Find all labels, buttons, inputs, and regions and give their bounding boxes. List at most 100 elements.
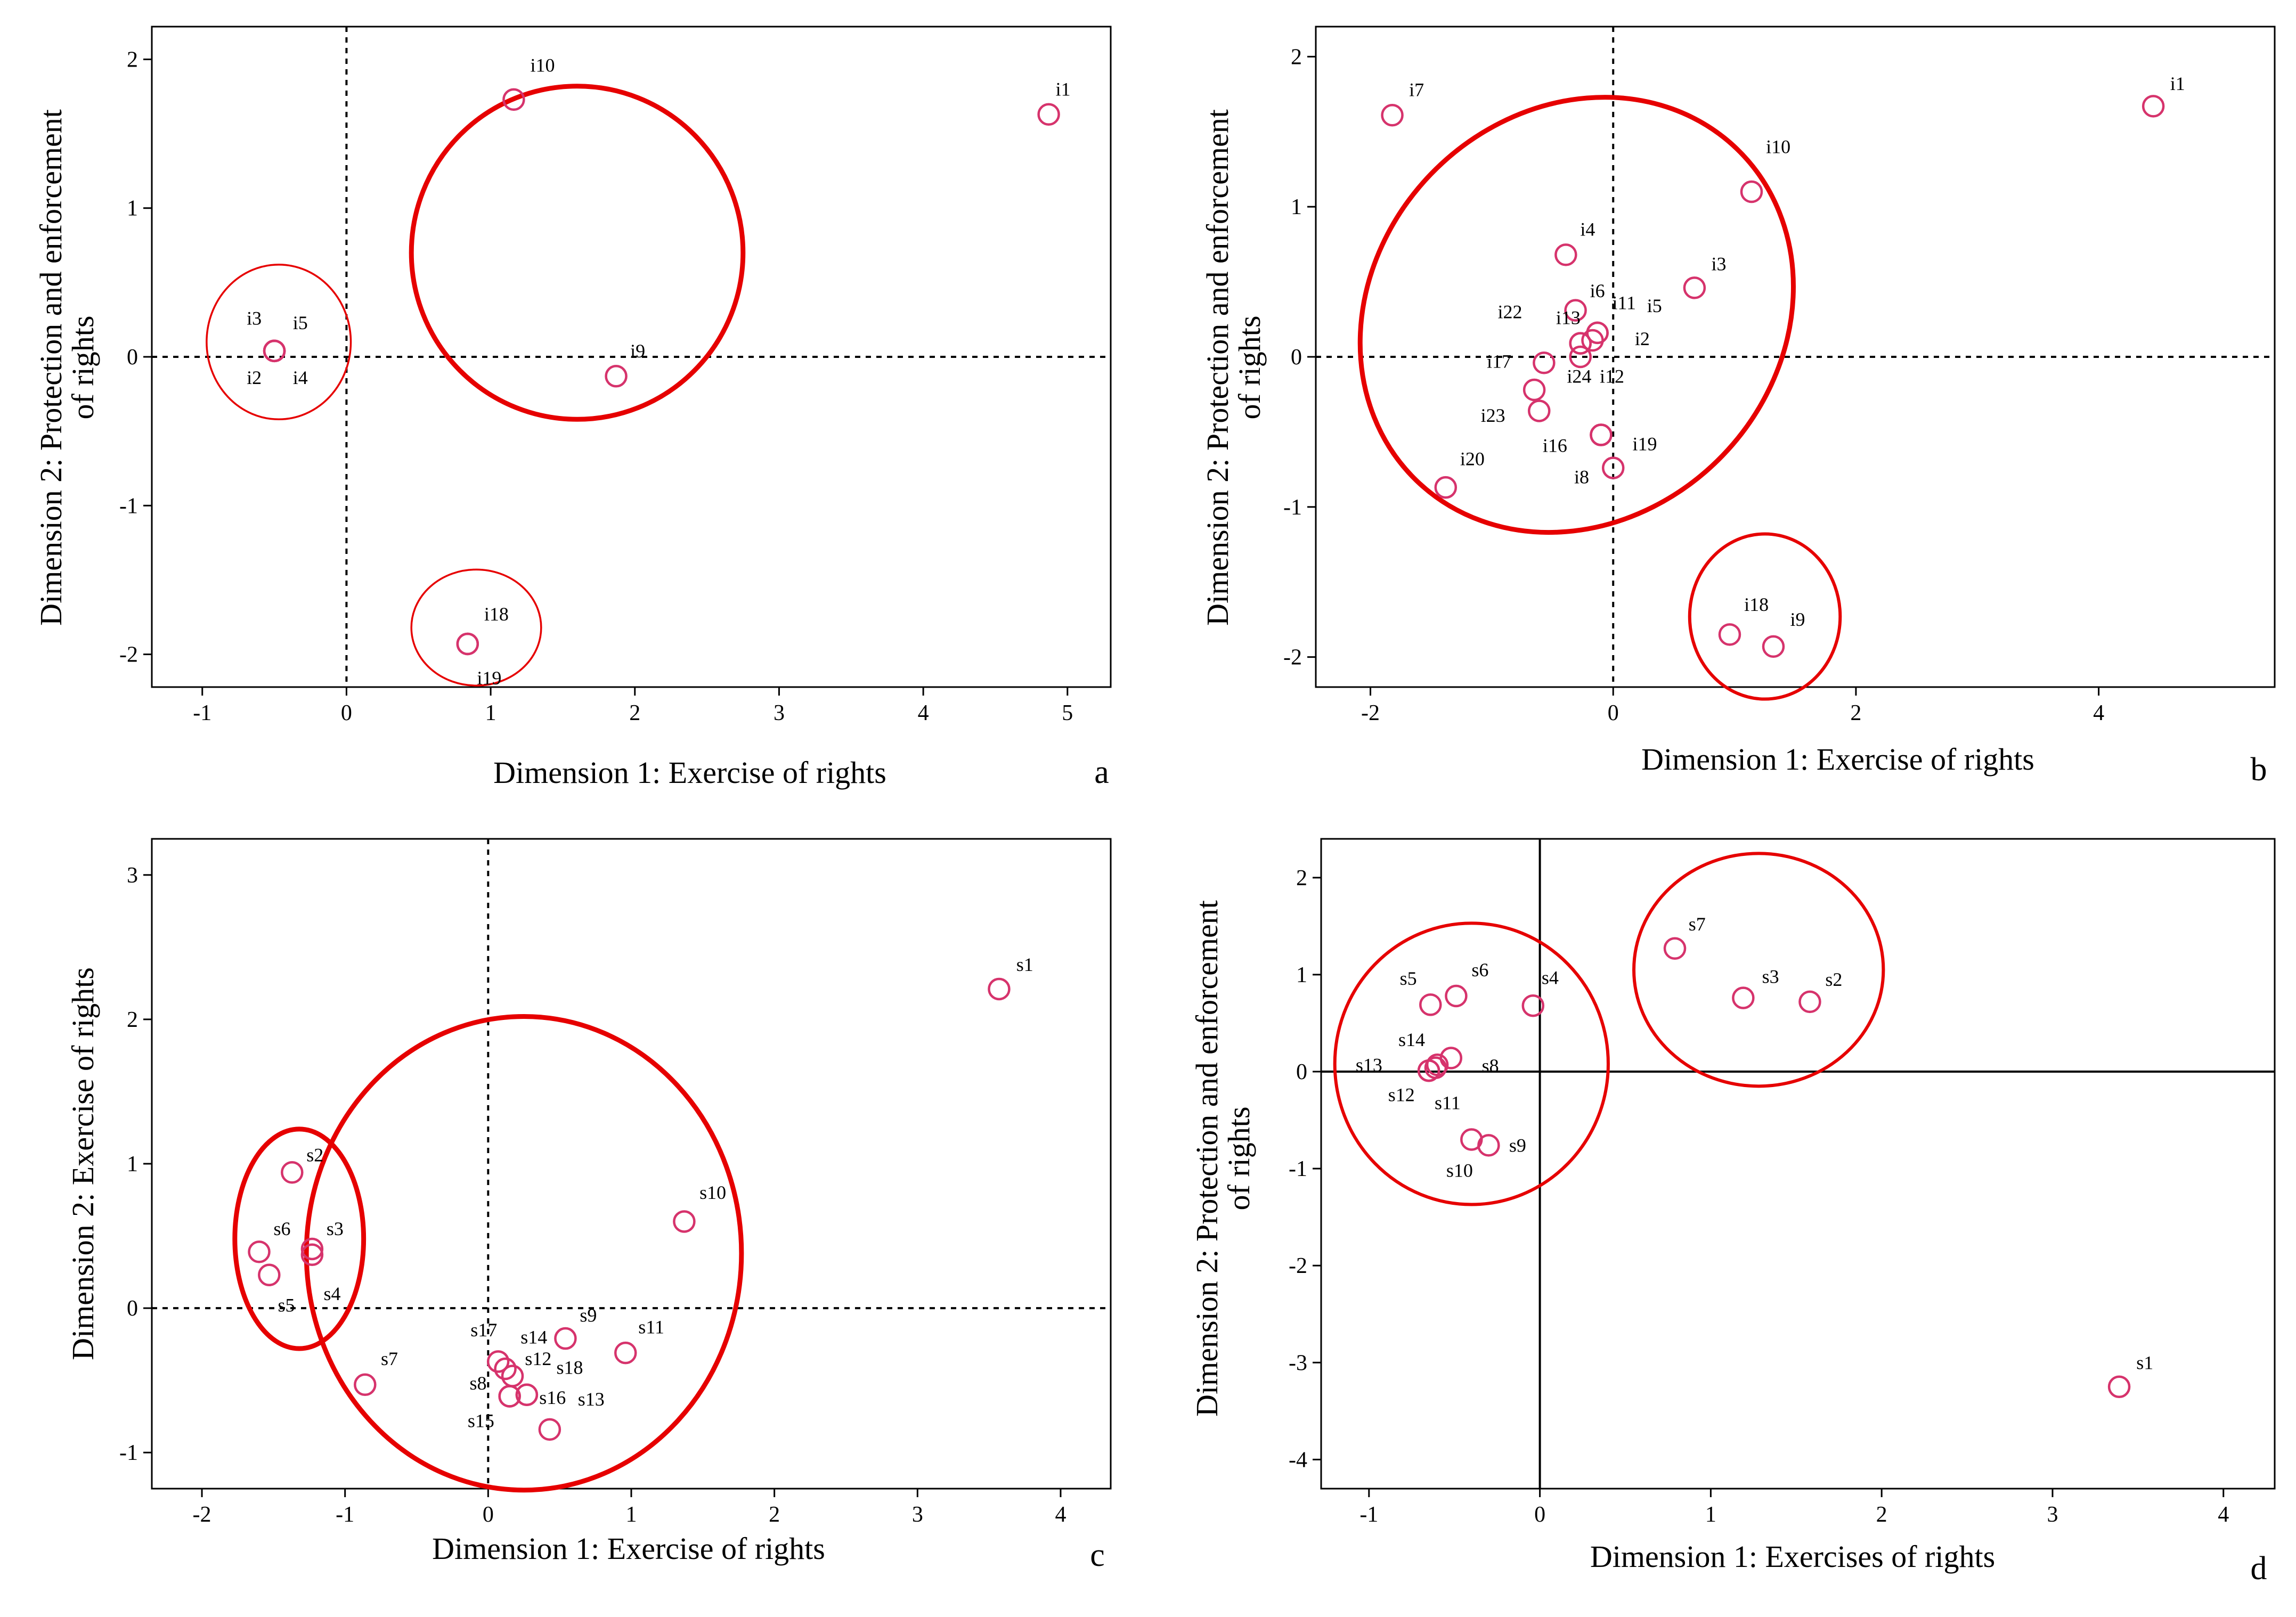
y-tick-label: -3 [1289,1351,1307,1375]
cluster-ellipse [1688,532,1842,701]
y-axis-title: of rights [66,316,100,420]
cluster-ellipse [409,84,746,422]
point-label: s8 [470,1373,487,1394]
point-label: i16 [1543,435,1567,456]
x-tick-label: 4 [2218,1502,2229,1527]
point-label: s14 [520,1326,547,1348]
data-point [1762,635,1785,658]
data-point [456,632,479,656]
data-point [486,1350,510,1373]
y-tick-label: 0 [127,1296,138,1321]
cluster-ellipse [304,1014,744,1493]
x-tick-label: 2 [1850,701,1861,725]
data-point [1718,623,1741,646]
y-tick-label: 2 [1291,45,1302,69]
y-tick-label: -2 [119,643,138,667]
data-point [1554,243,1577,266]
y-tick-label: -2 [1283,646,1302,670]
point-label: s16 [539,1387,566,1408]
y-tick-label: -1 [1289,1157,1307,1181]
point-label: i20 [1460,448,1485,470]
y-tick-label: 1 [127,1152,138,1177]
point-label: s15 [468,1410,494,1432]
x-tick-label: 2 [769,1502,780,1527]
x-tick-label: 0 [1608,701,1619,725]
point-label: i19 [477,667,501,689]
x-tick-label: 3 [774,701,785,725]
data-point [1522,378,1546,402]
cluster-ellipse [1333,921,1610,1206]
data-point [1533,352,1556,374]
data-point [554,1327,577,1350]
x-tick-label: 5 [1062,701,1073,725]
y-tick-label: 2 [127,47,138,72]
point-label: i17 [1487,350,1511,372]
data-point [1732,986,1755,1009]
point-label: i5 [1647,295,1662,316]
point-label: s14 [1398,1029,1425,1050]
y-tick-label: 0 [1296,1060,1307,1084]
x-axis-title: Dimension 1: Exercise of rights [493,755,886,790]
point-label: s10 [699,1182,726,1203]
panel-a: -1 0 1 2 3 4 5 -2 -1 0 1 2 Dimension 1: Exercise of … [34,26,1112,790]
point-label: i10 [531,55,555,76]
data-point [1381,104,1404,127]
data-point [248,1240,271,1263]
y-tick-label: -1 [119,494,138,518]
x-tick-label: 0 [1534,1502,1545,1527]
cluster-ellipse [206,264,352,421]
x-tick-label: 4 [918,701,929,725]
x-tick-label: 0 [341,701,352,725]
y-tick-label: 2 [127,1008,138,1032]
x-tick-label: 2 [629,701,640,725]
point-label: s11 [1435,1092,1461,1113]
point-label: s4 [1542,967,1559,988]
point-label: s12 [525,1348,551,1369]
panel-letter: d [2251,1550,2267,1587]
point-label: s4 [323,1283,340,1304]
data-point [300,1237,324,1261]
point-label: i6 [1590,280,1605,301]
x-tick-label: -1 [336,1502,354,1527]
point-label: i18 [1744,594,1769,615]
point-label: s2 [1825,969,1842,990]
point-label: i9 [630,340,645,362]
data-point [605,365,628,388]
x-tick-label: 4 [2093,701,2104,725]
panel-c: -2 -1 0 1 2 3 4 -1 0 1 2 3 Dimension 1: Exercise of … [66,838,1112,1573]
point-label: i19 [1632,433,1657,454]
y-axis-title: Dimension 2: Protection and enforcement [1190,900,1224,1417]
y-tick-label: -1 [119,1441,138,1465]
point-label: s3 [327,1218,344,1239]
point-label: i9 [1790,609,1805,630]
x-tick-label: 3 [2047,1502,2058,1527]
y-axis-title: Dimension 2: Exercise of rights [66,967,100,1360]
point-label: i13 [1556,307,1581,329]
point-label: s6 [1471,959,1488,981]
x-tick-label: 3 [912,1502,923,1527]
data-point [538,1418,561,1441]
point-label: s11 [638,1316,664,1337]
point-label: s1 [1016,954,1033,975]
point-label: i18 [484,603,509,625]
y-axis-title: Dimension 2: Protection and enforcement [1200,109,1235,626]
y-tick-label: 1 [1296,963,1307,987]
x-axis-title: Dimension 1: Exercises of rights [1590,1539,1995,1574]
data-point [2142,95,2165,118]
point-label: s18 [556,1357,583,1378]
data-point [1521,994,1545,1017]
y-tick-label: 2 [1296,866,1307,891]
point-label: s9 [1509,1134,1526,1156]
point-label: s3 [1762,966,1779,987]
x-tick-label: 4 [1055,1502,1066,1527]
point-label: s12 [1388,1084,1415,1106]
point-label: s9 [580,1305,597,1326]
point-label: i8 [1574,466,1589,487]
data-point [1581,329,1604,352]
x-tick-label: 0 [483,1502,494,1527]
point-label: i4 [1580,218,1595,240]
data-point [498,1385,521,1408]
point-label: i1 [1056,78,1071,100]
